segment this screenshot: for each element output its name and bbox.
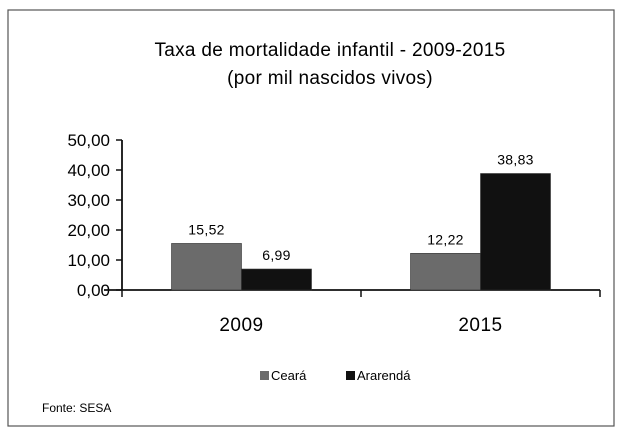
y-tick-label: 20,00	[67, 221, 110, 240]
x-tick-label: 2009	[219, 315, 263, 336]
data-label: 12,22	[427, 231, 464, 247]
legend-swatch	[346, 371, 355, 380]
legend-swatch	[260, 371, 269, 380]
bars	[171, 173, 551, 291]
bar-cear--2009	[171, 243, 242, 291]
data-labels: 15,52 6,99 12,22 38,83	[188, 152, 534, 264]
legend-label: Ararendá	[357, 368, 411, 383]
x-tick-label: 2015	[458, 315, 502, 336]
chart-title: Taxa de mortalidade infantil - 2009-2015	[154, 40, 505, 61]
chart-frame	[7, 9, 615, 427]
y-tick-label: 10,00	[67, 251, 110, 270]
bar-cear--2015	[410, 253, 481, 291]
data-label: 15,52	[188, 221, 225, 237]
data-label: 38,83	[497, 152, 534, 168]
bar-ararend--2015	[480, 173, 551, 291]
data-label: 6,99	[262, 247, 290, 263]
bar-ararend--2009	[241, 268, 312, 291]
legend-label: Ceará	[271, 368, 307, 383]
y-axis: 0,00 10,00 20,00 30,00 40,00 50,00	[67, 131, 123, 300]
y-tick-label: 30,00	[67, 191, 110, 210]
legend: Ceará Ararendá	[260, 368, 411, 383]
chart-subtitle: (por mil nascidos vivos)	[227, 68, 433, 89]
y-tick-label: 0,00	[77, 281, 110, 300]
source-note: Fonte: SESA	[42, 401, 111, 415]
x-axis: 2009 2015	[104, 289, 601, 336]
y-tick-label: 50,00	[67, 131, 110, 150]
y-tick-label: 40,00	[67, 161, 110, 180]
